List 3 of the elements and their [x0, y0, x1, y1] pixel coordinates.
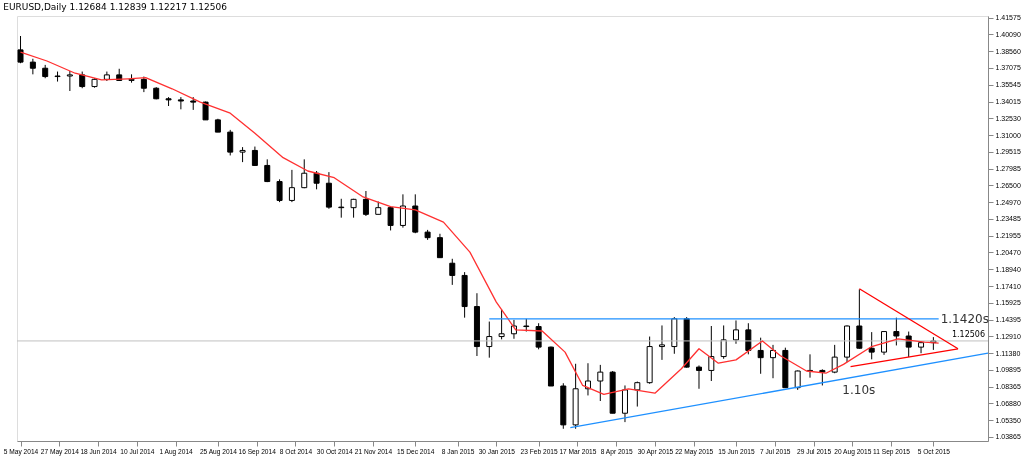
ref-line-label: 1.12506: [951, 329, 985, 339]
annotation: 1.10s: [842, 383, 876, 397]
chart-title: EURUSD,Daily 1.12684 1.12839 1.12217 1.12506: [3, 1, 228, 12]
